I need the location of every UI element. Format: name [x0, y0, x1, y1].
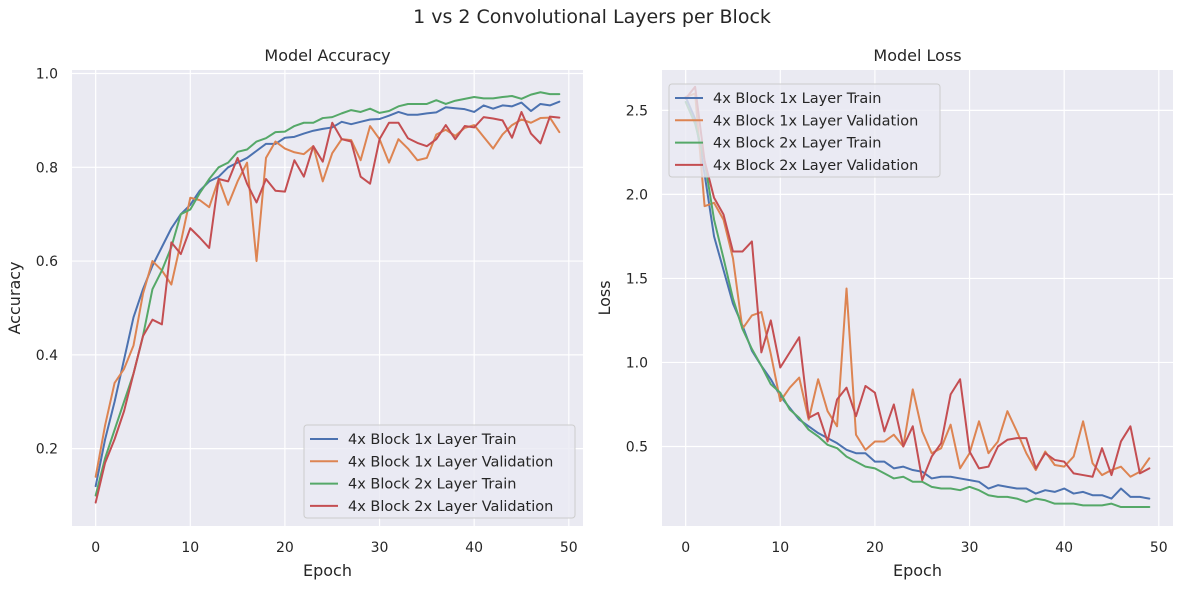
legend-label-4x-block-1x-layer-train: 4x Block 1x Layer Train	[348, 432, 517, 448]
series-line-4x-block-2x-layer-train	[684, 100, 1151, 509]
legend: 4x Block 1x Layer Train 4x Block 1x Layer…	[303, 424, 576, 519]
y-tick-label: 1.0	[36, 67, 58, 83]
legend-label-4x-block-2x-layer-train: 4x Block 2x Layer Train	[713, 136, 882, 152]
legend-label-4x-block-1x-layer-validation: 4x Block 1x Layer Validation	[348, 454, 553, 470]
x-tick-label: 30	[961, 540, 979, 556]
legend-label-4x-block-1x-layer-validation: 4x Block 1x Layer Validation	[713, 113, 918, 129]
legend-label-4x-block-2x-layer-validation: 4x Block 2x Layer Validation	[713, 158, 918, 174]
x-tick-label: 40	[1055, 540, 1073, 556]
y-tick-label: 0.8	[36, 160, 58, 176]
y-axis-label: Accuracy	[5, 261, 24, 334]
y-tick-label: 1.0	[626, 355, 648, 371]
figure-suptitle: 1 vs 2 Convolutional Layers per Block	[413, 6, 771, 28]
series-line-4x-block-1x-layer-validation	[684, 92, 1151, 478]
x-tick-label: 10	[181, 540, 199, 556]
x-tick-label: 0	[681, 540, 690, 556]
y-tick-label: 0.5	[626, 439, 648, 455]
x-tick-label: 10	[771, 540, 789, 556]
y-tick-label: 1.5	[626, 271, 648, 287]
y-axis-label: Loss	[595, 280, 614, 315]
x-tick-label: 0	[91, 540, 100, 556]
series-line-4x-block-2x-layer-validation	[684, 85, 1151, 482]
x-axis-label: Epoch	[893, 561, 942, 580]
chart-title: Model Loss	[873, 46, 961, 65]
x-tick-label: 50	[1150, 540, 1168, 556]
accuracy-chart: 0 10 20 30 40 50 0.2 0.4 0.6 0.8 1.0 Model Accuracy…	[5, 46, 583, 580]
x-axis-label: Epoch	[303, 561, 352, 580]
y-tick-label: 2.0	[626, 187, 648, 203]
y-tick-label: 0.6	[36, 254, 58, 270]
legend-frame	[303, 424, 576, 519]
x-tick-label: 40	[465, 540, 483, 556]
chart-title: Model Accuracy	[264, 46, 390, 65]
legend-label-4x-block-2x-layer-validation: 4x Block 2x Layer Validation	[348, 499, 553, 515]
x-tick-label: 30	[371, 540, 389, 556]
legend-label-4x-block-1x-layer-train: 4x Block 1x Layer Train	[713, 91, 882, 107]
loss-chart: 0 10 20 30 40 50 0.5 1.0 1.5 2.0 2.5 Model Loss Epoc…	[595, 46, 1173, 580]
x-tick-label: 50	[560, 540, 578, 556]
series-line-4x-block-1x-layer-train	[94, 100, 561, 488]
legend: 4x Block 1x Layer Train 4x Block 1x Layer…	[668, 83, 941, 178]
x-tick-label: 20	[866, 540, 884, 556]
x-tick-label: 20	[276, 540, 294, 556]
y-tick-label: 2.5	[626, 103, 648, 119]
legend-label-4x-block-2x-layer-train: 4x Block 2x Layer Train	[348, 477, 517, 493]
series-line-4x-block-1x-layer-validation	[94, 116, 561, 478]
series-line-4x-block-2x-layer-validation	[94, 110, 561, 504]
legend-frame	[668, 83, 941, 178]
y-tick-label: 0.4	[36, 348, 58, 364]
series-line-4x-block-2x-layer-train	[94, 91, 561, 497]
y-tick-label: 0.2	[36, 442, 58, 458]
